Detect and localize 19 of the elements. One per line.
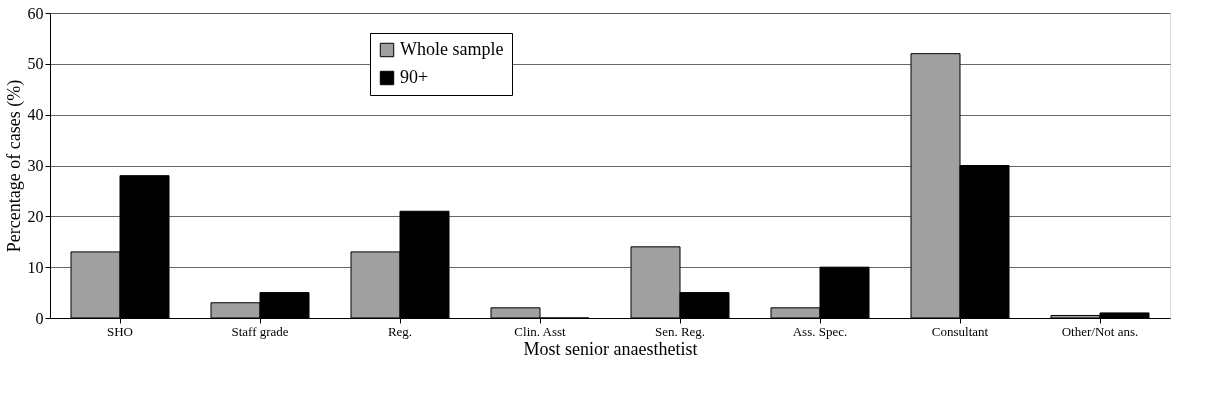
y-tick-label: 60 (27, 4, 44, 22)
legend-label: Whole sample (400, 39, 504, 59)
x-tick-label: Reg. (387, 323, 413, 339)
y-axis-title: Percentage of cases (%) (3, 79, 25, 253)
x-tick-label: SHO (106, 323, 134, 339)
y-tick-label: 50 (27, 55, 44, 73)
x-tick-label: Sen. Reg. (654, 323, 706, 339)
y-tick-label: 0 (35, 309, 44, 327)
x-tick-label: Clin. Asst (514, 323, 567, 339)
y-tick-label: 10 (27, 258, 44, 276)
x-tick-label: Staff grade (231, 323, 289, 339)
legend-label: 90+ (400, 67, 429, 87)
y-tick-label: 40 (27, 106, 44, 124)
x-axis-title: Most senior anaesthetist (523, 338, 698, 359)
x-tick-label: Consultant (931, 323, 989, 339)
x-tick-label: Other/Not ans. (1061, 323, 1139, 339)
y-tick-label: 20 (27, 207, 44, 225)
y-tick-label: 30 (27, 157, 44, 174)
x-tick-label: Ass. Spec. (792, 323, 848, 339)
